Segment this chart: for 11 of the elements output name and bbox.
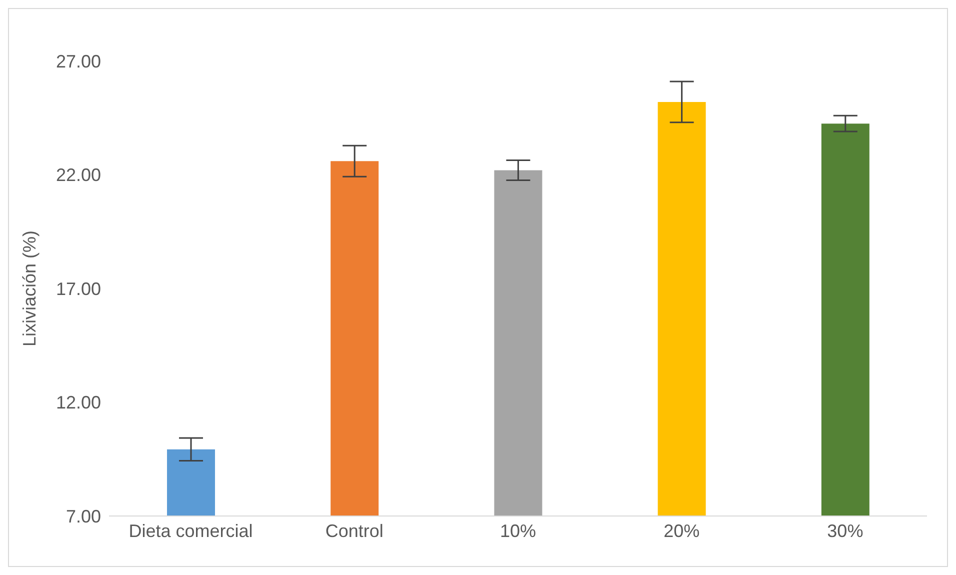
x-tick-label: 10% xyxy=(500,520,536,541)
x-tick-label: Dieta comercial xyxy=(128,520,253,541)
x-tick-label: 30% xyxy=(827,520,864,541)
y-tick-label: 17.00 xyxy=(56,278,101,299)
y-axis-title: Lixiviación (%) xyxy=(19,230,40,347)
y-tick-label: 27.00 xyxy=(56,51,101,72)
y-tick-label: 12.00 xyxy=(56,392,101,413)
x-tick-label: 20% xyxy=(664,520,700,541)
y-tick-label: 7.00 xyxy=(66,506,101,526)
y-tick-label: 22.00 xyxy=(56,165,101,186)
x-tick-label: Control xyxy=(325,520,384,541)
